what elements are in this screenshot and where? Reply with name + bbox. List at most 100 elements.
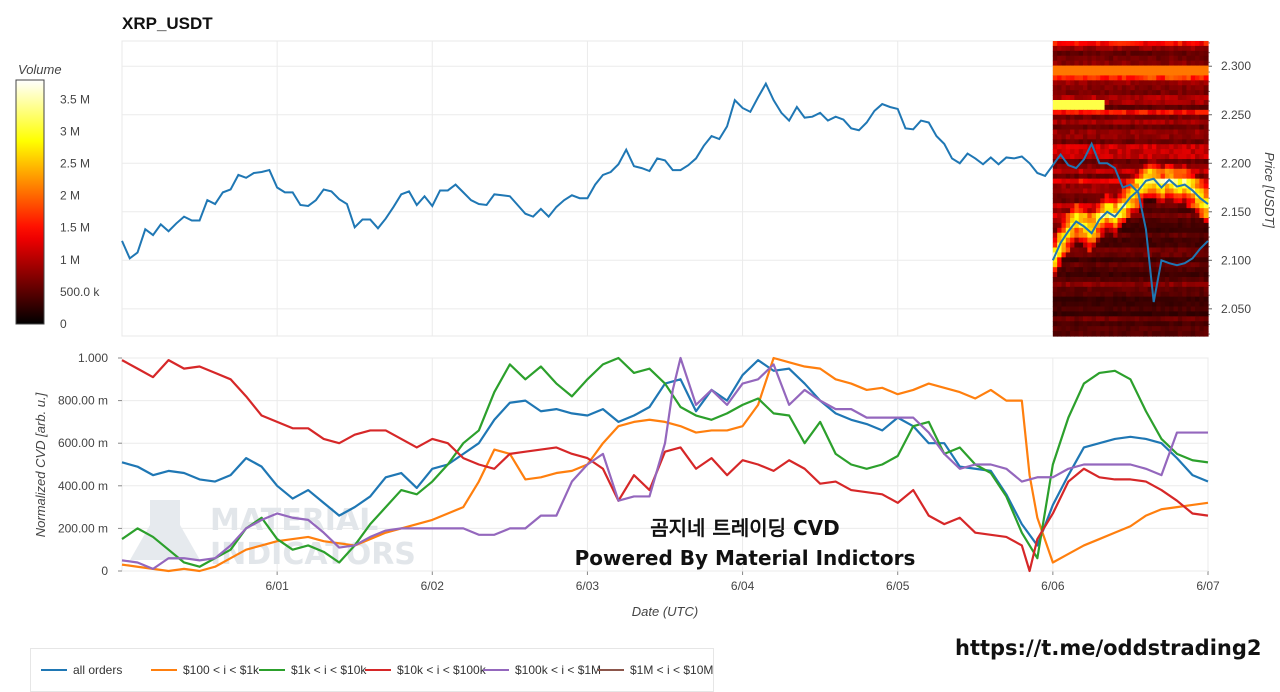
heatmap-cell	[1203, 232, 1209, 239]
heatmap-cell	[1113, 296, 1119, 303]
heatmap-cell	[1177, 277, 1183, 283]
heatmap-cell	[1100, 218, 1106, 224]
heatmap-cell	[1156, 75, 1162, 81]
heatmap-cell	[1147, 198, 1153, 204]
heatmap-cell	[1126, 262, 1132, 268]
heatmap-cell	[1078, 306, 1084, 313]
heatmap-cell	[1126, 159, 1132, 165]
heatmap-cell	[1173, 173, 1179, 180]
heatmap-cell	[1147, 242, 1153, 249]
heatmap-cell	[1195, 129, 1200, 136]
heatmap-cell	[1121, 227, 1127, 234]
heatmap-cell	[1199, 95, 1205, 101]
heatmap-cell	[1173, 168, 1179, 175]
heatmap-cell	[1173, 227, 1179, 234]
heatmap-cell	[1130, 286, 1136, 293]
heatmap-cell	[1186, 85, 1192, 91]
heatmap-cell	[1199, 163, 1205, 170]
heatmap-cell	[1156, 311, 1162, 317]
heatmap-cell	[1177, 100, 1183, 106]
heatmap-cell	[1139, 232, 1144, 239]
heatmap-cell	[1190, 90, 1196, 96]
heatmap-cell	[1156, 296, 1162, 303]
heatmap-cell	[1095, 331, 1101, 337]
heatmap-cell	[1199, 104, 1205, 111]
heatmap-cell	[1070, 267, 1076, 273]
heatmap-cell	[1195, 272, 1200, 278]
colorbar-title: Volume	[18, 62, 62, 77]
legend-item[interactable]: all orders	[41, 649, 122, 691]
legend-item[interactable]: $100 < i < $1k	[151, 649, 259, 691]
heatmap-cell	[1100, 242, 1106, 249]
legend-label: $1M < i < $10M	[630, 663, 714, 677]
heatmap-cell	[1134, 272, 1140, 278]
heatmap-cell	[1199, 41, 1205, 47]
heatmap-cell	[1164, 296, 1170, 303]
heatmap-cell	[1074, 154, 1080, 160]
telegram-link[interactable]: https://t.me/oddstrading2	[955, 636, 1262, 660]
heatmap-cell	[1173, 306, 1179, 313]
heatmap-cell	[1091, 193, 1097, 199]
legend-item[interactable]: $100k < i < $1M	[483, 649, 601, 691]
heatmap-cell	[1169, 232, 1175, 239]
heatmap-cell	[1134, 50, 1140, 57]
heatmap-cell	[1199, 139, 1205, 145]
legend-item[interactable]: $1k < i < $10k	[259, 649, 366, 691]
heatmap-cell	[1065, 291, 1071, 298]
heatmap-cell	[1104, 55, 1110, 62]
heatmap-cell	[1074, 75, 1080, 81]
heatmap-cell	[1164, 80, 1170, 86]
heatmap-cell	[1057, 247, 1063, 254]
heatmap-cell	[1070, 306, 1076, 313]
heatmap-cell	[1147, 291, 1153, 298]
heatmap-cell	[1156, 227, 1162, 234]
heatmap-cell	[1134, 45, 1140, 52]
heatmap-cell	[1186, 173, 1192, 180]
legend-item[interactable]: $1M < i < $10M	[598, 649, 713, 691]
heatmap-cell	[1134, 65, 1140, 72]
heatmap-cell	[1203, 173, 1209, 180]
heatmap-cell	[1095, 272, 1101, 278]
heatmap-cell	[1061, 109, 1067, 116]
heatmap-cell	[1078, 139, 1084, 145]
heatmap-cell	[1134, 129, 1140, 136]
heatmap-cell	[1095, 232, 1101, 239]
heatmap-cell	[1074, 203, 1080, 209]
heatmap-cell	[1065, 104, 1071, 111]
heatmap-cell	[1139, 100, 1144, 106]
heatmap-cell	[1065, 50, 1071, 57]
heatmap-cell	[1087, 41, 1093, 47]
heatmap-cell	[1100, 183, 1106, 190]
heatmap-cell	[1177, 311, 1183, 317]
heatmap-cell	[1195, 178, 1200, 185]
heatmap-cell	[1065, 272, 1071, 278]
legend-item[interactable]: $10k < i < $100k	[365, 649, 486, 691]
heatmap-cell	[1160, 316, 1166, 322]
heatmap-cell	[1164, 232, 1170, 239]
heatmap-cell	[1061, 104, 1067, 111]
heatmap-cell	[1070, 45, 1076, 52]
heatmap-cell	[1078, 311, 1084, 317]
heatmap-cell	[1160, 213, 1166, 219]
heatmap-cell	[1151, 222, 1157, 229]
heatmap-cell	[1182, 163, 1188, 170]
heatmap-cell	[1173, 55, 1179, 62]
heatmap-cell	[1108, 203, 1114, 209]
heatmap-cell	[1199, 154, 1205, 160]
heatmap-cell	[1134, 95, 1140, 101]
heatmap-cell	[1173, 208, 1179, 214]
heatmap-cell	[1139, 85, 1144, 91]
heatmap-cell	[1190, 321, 1196, 327]
heatmap-cell	[1126, 70, 1132, 77]
heatmap-cell	[1147, 163, 1153, 170]
heatmap-cell	[1177, 65, 1183, 72]
heatmap-cell	[1130, 331, 1136, 337]
heatmap-cell	[1186, 208, 1192, 214]
heatmap-cell	[1156, 85, 1162, 91]
heatmap-cell	[1164, 114, 1170, 121]
heatmap-cell	[1169, 168, 1175, 175]
price-tick-label: 2.150	[1221, 205, 1251, 219]
heatmap-cell	[1078, 183, 1084, 190]
heatmap-cell	[1083, 129, 1088, 136]
heatmap-cell	[1083, 252, 1088, 258]
